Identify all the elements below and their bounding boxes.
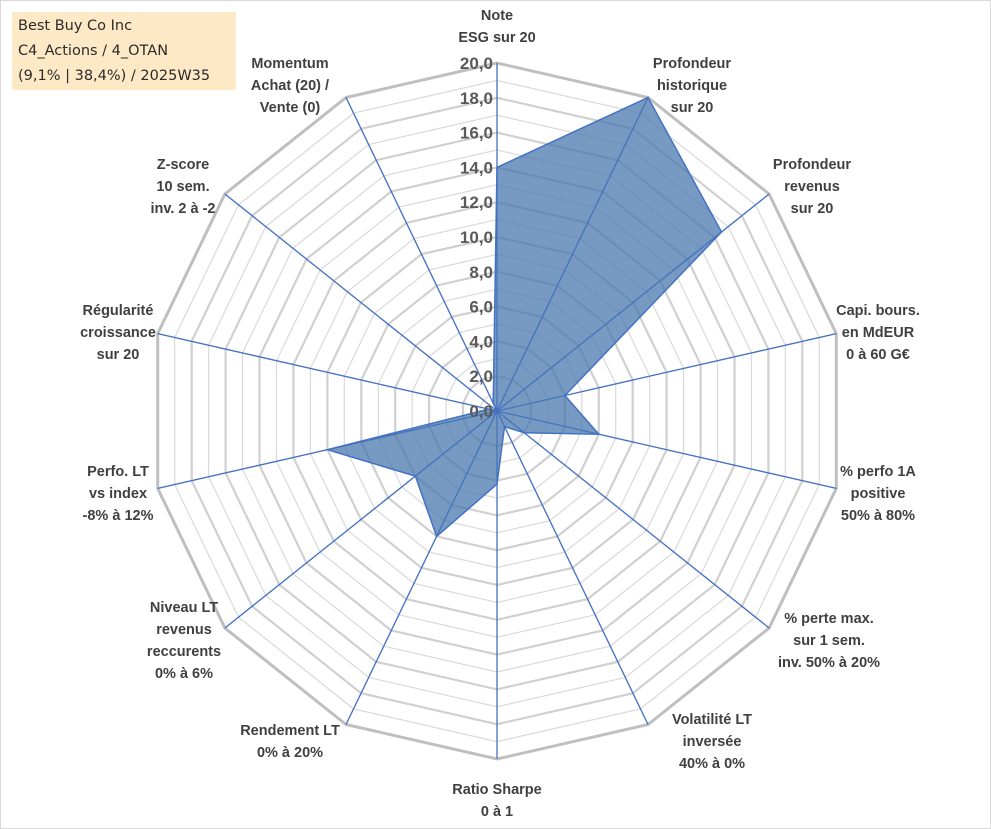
axis-spoke-overlay: [496, 410, 837, 489]
axis-label: Z-score 10 sem. inv. 2 à -2: [150, 157, 215, 217]
info-box: Best Buy Co Inc C4_Actions / 4_OTAN (9,1…: [12, 12, 236, 90]
tick-label: 16,0: [460, 124, 493, 143]
axis-label: Capi. bours. en MdEUR 0 à 60 G€: [836, 303, 920, 363]
data-series: [157, 63, 837, 759]
axis-spoke-overlay: [345, 97, 498, 412]
axis-label: Perfo. LT vs index -8% à 12%: [83, 464, 154, 524]
axis-label: Ratio Sharpe 0 à 1: [452, 782, 541, 820]
tick-label: 10,0: [460, 228, 493, 247]
axis-label: Momentum Achat (20) / Vente (0): [251, 56, 329, 116]
axis-spoke-overlay: [496, 410, 649, 725]
axis-spoke-overlay: [496, 97, 649, 412]
tick-label: 12,0: [460, 193, 493, 212]
axis-spoke-overlay: [496, 193, 770, 412]
axis-spoke-overlay: [224, 193, 498, 412]
tick-label: 20,0: [460, 54, 493, 73]
series-area: [324, 96, 723, 538]
tick-label: 14,0: [460, 158, 493, 177]
tick-label: 0,0: [469, 402, 493, 421]
stats-week: (9,1% | 38,4%) / 2025W35: [18, 68, 211, 84]
tick-label: 8,0: [469, 263, 493, 282]
axis-label: Note ESG sur 20: [458, 8, 535, 46]
portfolio-category: C4_Actions / 4_OTAN: [18, 43, 169, 59]
axis-label: % perte max. sur 1 sem. inv. 50% à 20%: [778, 611, 880, 671]
axis-spoke-overlay: [345, 410, 498, 725]
axis-labels: Note ESG sur 20 Profondeur historique sur 20…: [80, 8, 920, 820]
axis-label: Profondeur historique sur 20: [653, 56, 731, 116]
company-name: Best Buy Co Inc: [18, 18, 133, 34]
tick-label: 2,0: [469, 367, 493, 386]
tick-labels: 0,0 2,0 4,0 6,0 8,0 10,0 12,0 14,0 16,0 18,0 20,0: [460, 54, 493, 421]
axis-label: % perfo 1A positive 50% à 80%: [840, 464, 916, 524]
axis-spoke-overlay: [157, 333, 498, 412]
axis-spoke-overlay: [224, 410, 498, 629]
axis-label: Niveau LT revenus reccurents 0% à 6%: [147, 600, 221, 682]
tick-label: 4,0: [469, 332, 493, 351]
axis-spoke-overlay: [496, 333, 837, 412]
axis-spoke-overlay: [496, 410, 770, 629]
axis-label: Profondeur revenus sur 20: [773, 157, 851, 217]
axis-label: Volatilité LT inversée 40% à 0%: [672, 712, 752, 772]
axis-label: Régularité croissance sur 20: [80, 303, 156, 363]
axis-spoke-overlay: [157, 410, 498, 489]
tick-label: 6,0: [469, 298, 493, 317]
axis-label: Rendement LT 0% à 20%: [240, 723, 340, 761]
tick-label: 18,0: [460, 89, 493, 108]
